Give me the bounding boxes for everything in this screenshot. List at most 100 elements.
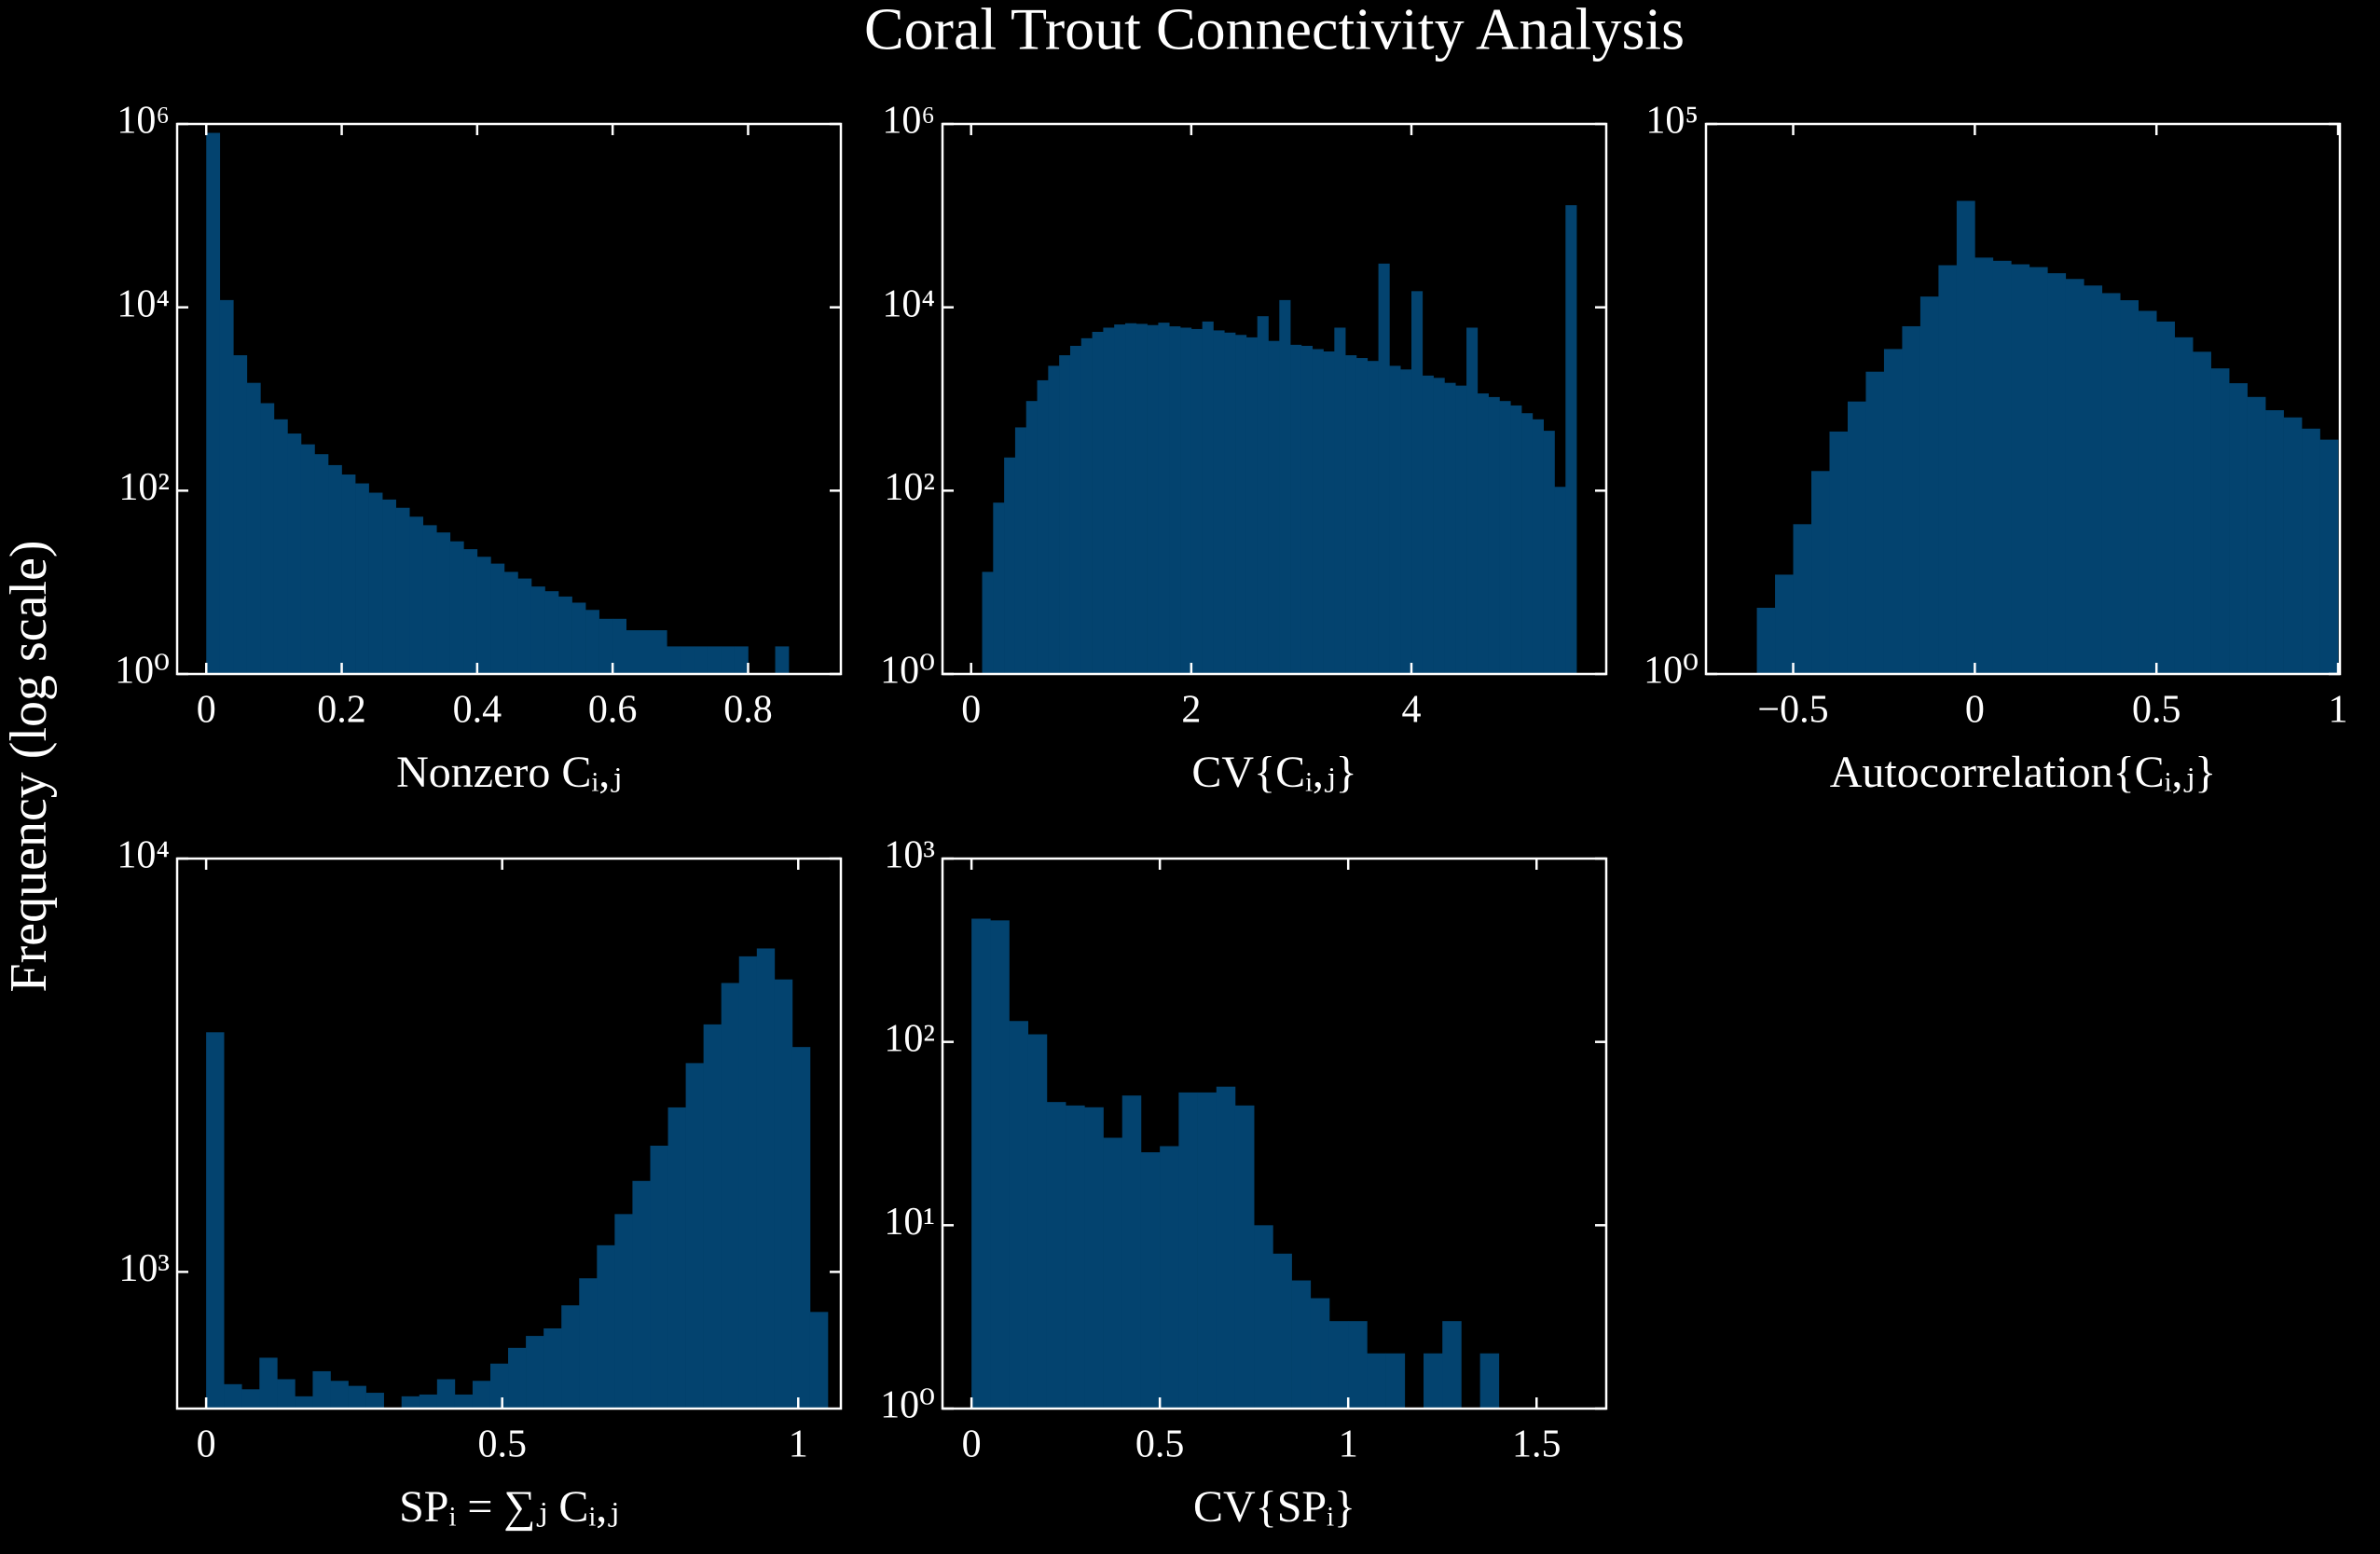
axes-frame: [175, 857, 843, 1410]
bar: [1367, 1353, 1386, 1409]
bar: [738, 956, 758, 1409]
bar: [1312, 349, 1324, 674]
bar: [707, 646, 722, 674]
bar: [1433, 378, 1445, 674]
y-tick-label: 10³: [118, 1247, 170, 1290]
y-tick-label: 10⁴: [117, 282, 170, 325]
bar: [1422, 375, 1434, 674]
y-tick-label: 10⁶: [882, 100, 935, 143]
bar: [1829, 431, 1849, 674]
bar: [579, 1278, 598, 1409]
bar: [791, 1047, 811, 1409]
bar: [1273, 1253, 1292, 1409]
bar: [1084, 1107, 1104, 1409]
bar: [526, 1336, 544, 1409]
bar: [561, 1305, 580, 1409]
y-tick-label: 10³: [884, 834, 935, 877]
bar: [993, 502, 1005, 674]
bar: [1865, 371, 1885, 674]
bar: [2210, 368, 2230, 674]
subplot: 0 2 4 10⁰ 10² 10⁴ 10⁶ CV{Cᵢ,ⱼ}: [880, 100, 1608, 797]
bar: [489, 1363, 509, 1409]
bar: [598, 618, 613, 674]
bar: [277, 1379, 296, 1409]
bar: [1442, 1321, 1462, 1409]
x-tick-label: 2: [1181, 689, 1201, 732]
bar: [2047, 273, 2067, 674]
bar: [241, 1389, 260, 1409]
bar: [1385, 1353, 1406, 1409]
bar: [419, 1394, 438, 1409]
bar: [2174, 337, 2194, 674]
bar: [1114, 324, 1126, 674]
bar: [990, 920, 1010, 1409]
bar: [650, 1145, 668, 1409]
bar: [224, 1383, 242, 1409]
x-tick-label: 0.5: [2132, 689, 2181, 732]
bar: [2283, 417, 2303, 674]
bar: [1444, 382, 1456, 674]
figure-title: Coral Trout Connectivity Analysis: [864, 0, 1685, 62]
bar: [774, 979, 793, 1409]
bar: [612, 618, 626, 674]
bar: [1300, 345, 1314, 674]
y-tick-label: 10⁴: [882, 282, 935, 325]
subplot: 0 0.5 1 10³ 10⁴ SPᵢ = ∑ⱼ Cᵢ,ⱼ: [117, 834, 843, 1532]
bar: [1160, 1146, 1179, 1409]
x-tick-label: 0: [961, 689, 981, 732]
bar: [597, 1245, 615, 1409]
bar: [1378, 263, 1390, 674]
bar: [1477, 393, 1489, 674]
bar: [1554, 487, 1566, 674]
bar: [694, 646, 708, 674]
x-tick-label: 4: [1402, 689, 1422, 732]
bar: [409, 516, 424, 674]
bar: [1488, 396, 1500, 674]
bar: [1216, 1086, 1236, 1409]
bar: [1355, 358, 1369, 674]
x-tick-label: 0.5: [477, 1423, 527, 1466]
bar: [1046, 1102, 1066, 1409]
y-tick-label: 10⁰: [1644, 650, 1699, 693]
bar: [259, 1357, 278, 1409]
bar: [1455, 385, 1467, 674]
bar: [2156, 321, 2175, 674]
bar: [1323, 351, 1335, 674]
y-tick-label: 10⁴: [117, 834, 170, 877]
bar: [1411, 291, 1424, 674]
bar: [558, 596, 572, 674]
bar: [490, 563, 505, 674]
bar: [626, 630, 640, 674]
bar: [287, 433, 302, 674]
bar: [1543, 431, 1555, 674]
bar: [503, 571, 518, 674]
bar: [1103, 1137, 1123, 1409]
bars: [206, 132, 790, 674]
bar: [809, 1312, 829, 1409]
bar: [1565, 205, 1577, 674]
y-tick-label: 10²: [118, 466, 170, 509]
x-tick-label: 1: [2329, 689, 2348, 732]
bar: [300, 444, 315, 674]
bar: [1025, 401, 1038, 674]
bar: [1345, 355, 1357, 674]
bar: [2193, 351, 2211, 674]
bar: [1235, 335, 1247, 674]
bar: [206, 1032, 225, 1409]
x-tick-label: 0: [197, 1423, 216, 1466]
bar: [1125, 323, 1137, 674]
bar: [1257, 316, 1269, 674]
bar: [422, 525, 437, 674]
bar: [2319, 439, 2339, 674]
bar: [1521, 413, 1534, 674]
bar: [1290, 344, 1302, 674]
bar: [685, 1063, 704, 1409]
bar: [233, 355, 248, 674]
bar: [1135, 323, 1148, 674]
bar: [330, 1381, 349, 1409]
bar: [365, 1393, 384, 1409]
bar: [1069, 345, 1082, 674]
x-axis-label: SPᵢ = ∑ⱼ Cᵢ,ⱼ: [399, 1482, 619, 1532]
bar: [667, 1107, 686, 1409]
bar: [1389, 365, 1401, 674]
